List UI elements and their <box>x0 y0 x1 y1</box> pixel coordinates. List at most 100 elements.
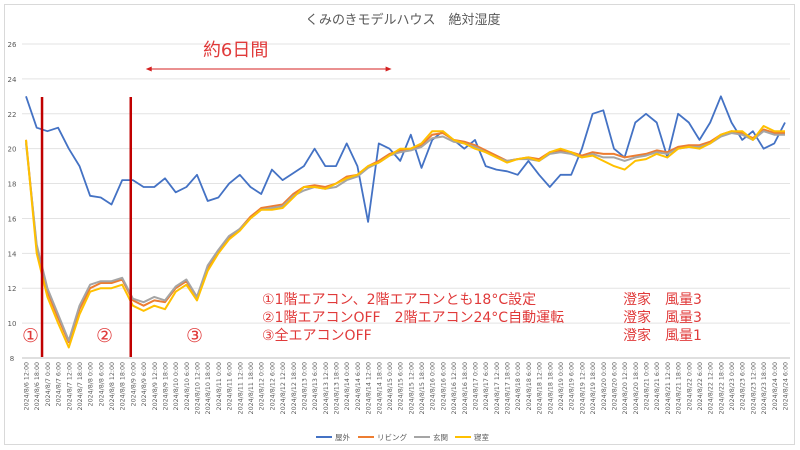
x-tick-label: 2024/8/20 0:00 <box>601 362 608 410</box>
period-label: 約6日間 <box>203 40 268 61</box>
x-tick-label: 2024/8/13 12:00 <box>323 362 330 414</box>
x-tick-label: 2024/8/19 0:00 <box>558 362 565 410</box>
y-tick-label: 8 <box>10 355 14 363</box>
phase-marker-2: ② <box>96 325 114 347</box>
x-tick-label: 2024/8/19 18:00 <box>590 362 597 414</box>
x-tick-label: 2024/8/16 0:00 <box>430 362 437 410</box>
x-tick-label: 2024/8/11 0:00 <box>216 362 223 410</box>
x-tick-label: 2024/8/6 18:00 <box>34 362 41 410</box>
x-tick-label: 2024/8/22 6:00 <box>697 362 704 410</box>
x-tick-label: 2024/8/12 12:00 <box>280 362 287 414</box>
x-tick-label: 2024/8/13 18:00 <box>334 362 341 414</box>
x-tick-label: 2024/8/16 18:00 <box>462 362 469 414</box>
y-tick-label: 12 <box>8 285 17 293</box>
x-tick-label: 2024/8/23 6:00 <box>740 362 747 410</box>
x-tick-label: 2024/8/24 6:00 <box>783 362 790 410</box>
arrow-head-right-icon <box>385 66 392 72</box>
x-tick-label: 2024/8/8 12:00 <box>109 362 116 410</box>
x-tick-label: 2024/8/18 12:00 <box>537 362 544 414</box>
y-tick-label: 20 <box>8 146 17 154</box>
arrow-head-left-icon <box>145 66 152 72</box>
x-tick-label: 2024/8/21 0:00 <box>644 362 651 410</box>
x-tick-label: 2024/8/9 0:00 <box>130 362 137 406</box>
y-tick-label: 18 <box>8 181 17 189</box>
x-tick-label: 2024/8/9 6:00 <box>141 362 148 406</box>
x-tick-label: 2024/8/11 12:00 <box>237 362 244 414</box>
x-tick-label: 2024/8/9 18:00 <box>162 362 169 410</box>
y-tick-label: 22 <box>8 111 17 119</box>
x-tick-label: 2024/8/23 18:00 <box>761 362 768 414</box>
x-tick-label: 2024/8/21 6:00 <box>654 362 661 410</box>
series-line-2 <box>25 130 785 342</box>
x-tick-label: 2024/8/18 6:00 <box>526 362 533 410</box>
x-tick-label: 2024/8/10 12:00 <box>195 362 202 414</box>
x-tick-label: 2024/8/24 0:00 <box>772 362 779 410</box>
x-tick-label: 2024/8/11 6:00 <box>227 362 234 410</box>
x-tick-label: 2024/8/10 18:00 <box>205 362 212 414</box>
x-tick-label: 2024/8/16 12:00 <box>451 362 458 414</box>
x-tick-label: 2024/8/14 6:00 <box>355 362 362 410</box>
x-tick-label: 2024/8/21 12:00 <box>665 362 672 414</box>
chart-frame <box>4 4 795 445</box>
x-tick-label: 2024/8/8 0:00 <box>88 362 95 406</box>
y-tick-label: 26 <box>8 41 17 49</box>
x-tick-label: 2024/8/11 18:00 <box>248 362 255 414</box>
x-tick-label: 2024/8/22 0:00 <box>686 362 693 410</box>
note-2-text: ②1階エアコンOFF 2階エアコン24°C自動運転 <box>262 310 565 326</box>
x-tick-label: 2024/8/7 18:00 <box>77 362 84 410</box>
x-tick-label: 2024/8/17 0:00 <box>472 362 479 410</box>
x-tick-label: 2024/8/22 12:00 <box>708 362 715 414</box>
y-tick-label: 24 <box>8 76 17 84</box>
x-tick-label: 2024/8/17 6:00 <box>483 362 490 410</box>
x-tick-label: 2024/8/15 6:00 <box>398 362 405 410</box>
x-tick-label: 2024/8/23 12:00 <box>750 362 757 414</box>
note-3-text: ③全エアコンOFF <box>262 328 372 344</box>
x-tick-label: 2024/8/17 12:00 <box>494 362 501 414</box>
note-1-text: ①1階エアコン、2階エアコンとも18°C設定 <box>262 292 537 308</box>
x-tick-label: 2024/8/22 18:00 <box>718 362 725 414</box>
x-tick-label: 2024/8/15 12:00 <box>408 362 415 414</box>
x-tick-label: 2024/8/10 0:00 <box>173 362 180 410</box>
x-tick-label: 2024/8/16 6:00 <box>440 362 447 410</box>
x-tick-label: 2024/8/14 12:00 <box>366 362 373 414</box>
legend-label: 玄関 <box>433 432 448 442</box>
x-tick-label: 2024/8/9 12:00 <box>152 362 159 410</box>
x-tick-label: 2024/8/7 0:00 <box>45 362 52 406</box>
x-tick-label: 2024/8/12 0:00 <box>259 362 266 410</box>
x-tick-label: 2024/8/13 6:00 <box>312 362 319 410</box>
note-2-device: 澄家 風量3 <box>623 310 702 326</box>
phase-marker-3: ③ <box>186 325 204 347</box>
note-3-device: 澄家 風量1 <box>623 328 702 344</box>
x-tick-label: 2024/8/14 18:00 <box>376 362 383 414</box>
x-tick-label: 2024/8/23 0:00 <box>729 362 736 410</box>
note-1-device: 澄家 風量3 <box>623 292 702 308</box>
x-tick-label: 2024/8/7 6:00 <box>56 362 63 406</box>
x-tick-label: 2024/8/18 18:00 <box>547 362 554 414</box>
y-tick-label: 10 <box>8 320 17 328</box>
chart-title: くみのきモデルハウス 絶対湿度 <box>305 12 500 28</box>
x-tick-label: 2024/8/15 0:00 <box>387 362 394 410</box>
x-tick-label: 2024/8/17 18:00 <box>505 362 512 414</box>
x-tick-label: 2024/8/19 12:00 <box>579 362 586 414</box>
x-tick-label: 2024/8/12 6:00 <box>269 362 276 410</box>
x-tick-label: 2024/8/13 0:00 <box>301 362 308 410</box>
series-line-3 <box>25 125 785 349</box>
x-tick-label: 2024/8/10 6:00 <box>184 362 191 410</box>
x-tick-label: 2024/8/20 6:00 <box>611 362 618 410</box>
legend-label: 屋外 <box>335 432 350 442</box>
x-tick-label: 2024/8/15 18:00 <box>419 362 426 414</box>
x-tick-label: 2024/8/8 6:00 <box>98 362 105 406</box>
x-tick-label: 2024/8/18 0:00 <box>515 362 522 410</box>
x-tick-label: 2024/8/20 18:00 <box>633 362 640 414</box>
phase-marker-1: ① <box>22 325 40 347</box>
legend-label: 寝室 <box>474 432 489 442</box>
x-tick-label: 2024/8/8 18:00 <box>120 362 127 410</box>
x-tick-label: 2024/8/6 12:00 <box>24 362 31 410</box>
legend-label: リビング <box>377 432 407 442</box>
series-line-0 <box>25 95 786 223</box>
x-tick-label: 2024/8/19 6:00 <box>569 362 576 410</box>
y-tick-label: 16 <box>8 215 17 223</box>
y-tick-label: 14 <box>8 250 17 258</box>
